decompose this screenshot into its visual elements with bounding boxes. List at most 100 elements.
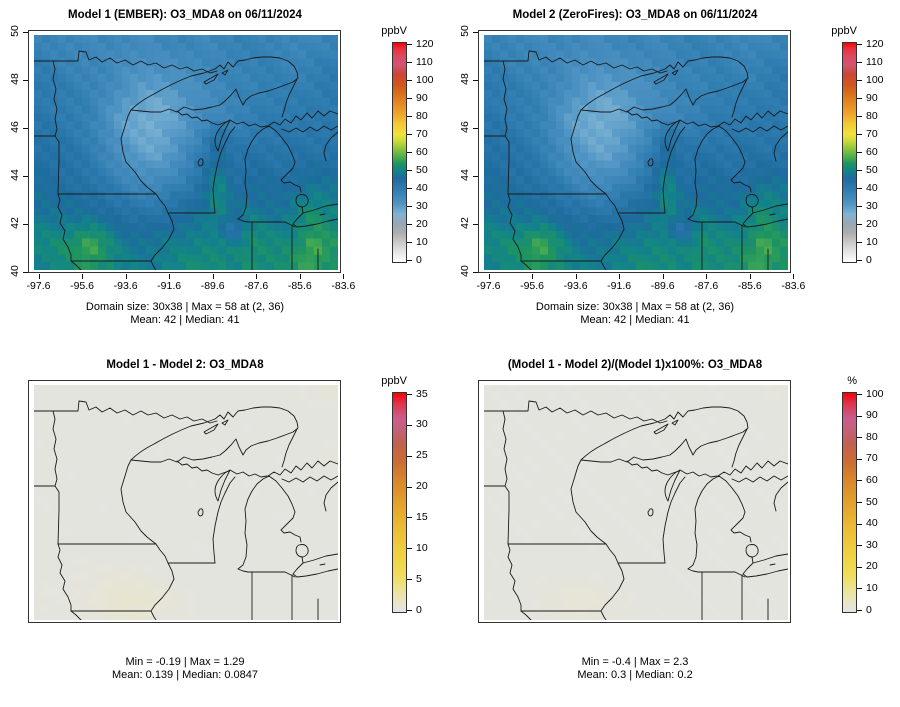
y-axis-tick-label: 40 (459, 265, 471, 277)
y-axis-tick-label: 42 (9, 217, 21, 229)
colorbar-tick-mark (407, 206, 412, 207)
y-axis-tick-mark (23, 127, 28, 129)
colorbar-tick-label: 15 (416, 510, 428, 523)
y-axis-tick-label: 44 (459, 169, 471, 181)
y-axis-tick-mark (473, 127, 478, 129)
colorbar-tick-label: 120 (416, 37, 434, 50)
x-axis-tick-label: -83.6 (331, 280, 356, 292)
y-axis-tick-mark (473, 175, 478, 177)
caption-line1: Domain size: 30x38 | Max = 58 at (2, 36) (535, 301, 735, 313)
caption-line1: Min = -0.4 | Max = 2.3 (581, 656, 689, 668)
y-axis-tick-mark (23, 31, 28, 33)
panel-title: Model 1 (EMBER): O3_MDA8 on 06/11/2024 (68, 9, 302, 21)
y-axis-tick-label: 48 (9, 72, 21, 85)
colorbar-tick-label: 90 (866, 91, 878, 104)
colorbar-tick-label: 10 (866, 235, 878, 248)
colorbar-unit-label: % (847, 375, 857, 387)
colorbar-tick-mark (407, 424, 412, 426)
y-axis-tick-mark (23, 223, 28, 225)
y-axis-tick-mark (473, 31, 478, 33)
colorbar-tick-mark (407, 188, 412, 189)
colorbar-tick-label: 50 (866, 163, 878, 176)
colorbar-tick-label: 40 (416, 181, 428, 194)
x-axis-tick-mark (488, 274, 490, 279)
x-axis-tick-label: -95.6 (70, 280, 95, 292)
map-outline (484, 400, 788, 620)
colorbar-tick-mark (407, 170, 412, 171)
map-plot-box (28, 30, 341, 273)
map-plot-box (478, 380, 791, 623)
y-axis-tick-label: 46 (459, 120, 471, 133)
colorbar-gradient (842, 42, 857, 263)
raster-heatmap (34, 35, 338, 270)
colorbar-tick-label: 30 (416, 199, 428, 212)
colorbar-tick-mark (407, 610, 412, 611)
panel-model1: Model 1 (EMBER): O3_MDA8 on 06/11/2024 -… (0, 0, 450, 350)
colorbar-tick-label: 20 (866, 217, 878, 230)
colorbar-tick-mark (857, 44, 862, 45)
caption-line2: Mean: 0.139 | Median: 0.0847 (112, 668, 258, 681)
colorbar-tick-mark (857, 502, 862, 503)
caption-line2: Mean: 0.3 | Median: 0.2 (577, 668, 693, 681)
x-axis-tick-mark (38, 274, 40, 279)
colorbar-tick-label: 0 (416, 603, 422, 616)
colorbar-tick-mark (857, 152, 862, 153)
colorbar-tick-label: 70 (866, 452, 878, 465)
colorbar-tick-label: 5 (416, 572, 422, 585)
x-axis-tick-label: -89.6 (200, 280, 225, 292)
colorbar-tick-mark (857, 98, 862, 99)
colorbar-tick-mark (857, 116, 862, 117)
panel-percent-difference: (Model 1 - Model 2)/(Model 1)x100%: O3_M… (450, 350, 900, 700)
panel-difference: Model 1 - Model 2: O3_MDA8 ppbV 0 5 10 15 20… (0, 350, 450, 700)
colorbar-tick-label: 110 (866, 55, 883, 68)
y-axis-tick-label: 42 (459, 217, 471, 229)
x-axis-tick-label: -87.6 (694, 280, 719, 292)
x-axis-tick-label: -93.6 (563, 280, 588, 292)
colorbar-tick-mark (857, 437, 862, 439)
colorbar-tick-label: 100 (416, 73, 434, 86)
map-outline (484, 50, 788, 270)
x-axis-tick-label: -97.6 (26, 280, 51, 292)
colorbar-tick-mark (407, 260, 412, 261)
colorbar-gradient (392, 42, 407, 263)
map-plot-box (28, 380, 341, 623)
colorbar-tick-mark (857, 415, 862, 417)
panel-caption: Min = -0.19 | Max = 1.29 Mean: 0.139 | M… (28, 656, 342, 681)
colorbar-tick-mark (857, 260, 862, 261)
x-axis-tick-label: -95.6 (520, 280, 545, 292)
x-axis-tick-label: -89.6 (650, 280, 675, 292)
caption-line1: Min = -0.19 | Max = 1.29 (125, 656, 245, 668)
colorbar-tick-mark (857, 170, 862, 171)
y-axis-tick-label: 46 (9, 120, 21, 133)
caption-line1: Domain size: 30x38 | Max = 58 at (2, 36) (85, 301, 285, 313)
y-axis-tick-label: 40 (9, 265, 21, 277)
panel-model2: Model 2 (ZeroFires): O3_MDA8 on 06/11/20… (450, 0, 900, 350)
panel-title: Model 2 (ZeroFires): O3_MDA8 on 06/11/20… (512, 9, 758, 21)
x-axis-tick-label: -97.6 (476, 280, 501, 292)
colorbar-tick-mark (857, 523, 862, 525)
colorbar-tick-label: 80 (866, 109, 878, 122)
colorbar-tick-mark (407, 517, 412, 519)
colorbar-tick-mark (407, 80, 412, 81)
raster-heatmap (484, 35, 788, 270)
colorbar-tick-mark (857, 480, 862, 482)
colorbar-tick-label: 20 (866, 560, 878, 573)
colorbar-tick-label: 10 (416, 235, 428, 248)
colorbar-unit-label: ppbV (381, 375, 407, 387)
colorbar-tick-mark (407, 455, 412, 457)
colorbar-tick-mark (407, 579, 412, 581)
colorbar-tick-label: 20 (416, 217, 428, 230)
x-axis-tick-label: -93.6 (113, 280, 138, 292)
x-axis-tick-label: -91.6 (607, 280, 632, 292)
y-axis-tick-label: 48 (459, 72, 471, 85)
colorbar-tick-label: 10 (416, 541, 428, 554)
caption-line2: Mean: 42 | Median: 41 (580, 313, 690, 326)
caption-line2: Mean: 42 | Median: 41 (130, 313, 240, 326)
colorbar-tick-mark (857, 458, 862, 460)
x-axis-tick-mark (793, 274, 795, 279)
x-axis-tick-mark (212, 274, 214, 279)
colorbar-unit-label: ppbV (381, 25, 407, 37)
map-outline (34, 50, 338, 270)
colorbar-tick-label: 40 (866, 517, 878, 530)
x-axis-tick-label: -91.6 (157, 280, 182, 292)
